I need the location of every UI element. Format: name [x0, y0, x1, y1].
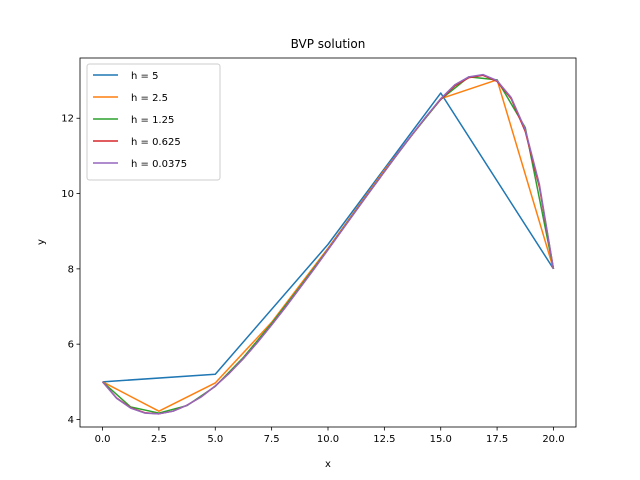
legend-box	[86, 63, 221, 181]
legend-label-2: h = 1.25	[131, 115, 174, 126]
y-tick-label-1: 6	[68, 340, 74, 351]
y-tick-label-2: 8	[68, 264, 74, 275]
series-line-0	[102, 92, 555, 383]
x-tick-label-7: 17.5	[486, 434, 508, 445]
x-axis-label: x	[325, 459, 331, 470]
legend-label-0: h = 5	[131, 71, 158, 82]
chart-title: BVP solution	[291, 37, 366, 51]
legend: h = 5 h = 2.5 h = 1.25 h = 0.625 h = 0.0375	[86, 63, 221, 181]
legend-label-3: h = 0.625	[131, 137, 181, 148]
y-tick-label-3: 10	[61, 189, 74, 200]
plot-area: 0.0 2.5 5.0 7.5 10.0 12.5 15.0 17.5 20.0 4 6 8 10 12	[61, 57, 577, 445]
y-tick-label-0: 4	[68, 415, 74, 426]
x-tick-label-1: 2.5	[151, 434, 167, 445]
x-tick-label-0: 0.0	[95, 434, 111, 445]
y-axis-label: y	[36, 239, 47, 245]
legend-label-1: h = 2.5	[131, 93, 168, 104]
x-tick-label-3: 7.5	[264, 434, 280, 445]
x-tick-label-4: 10.0	[317, 434, 339, 445]
x-tick-label-6: 15.0	[430, 434, 452, 445]
x-tick-label-2: 5.0	[207, 434, 223, 445]
legend-label-4: h = 0.0375	[131, 159, 187, 170]
y-tick-label-4: 12	[61, 114, 74, 125]
x-tick-label-5: 12.5	[373, 434, 395, 445]
x-tick-label-8: 20.0	[542, 434, 564, 445]
series-line-4	[101, 73, 555, 415]
